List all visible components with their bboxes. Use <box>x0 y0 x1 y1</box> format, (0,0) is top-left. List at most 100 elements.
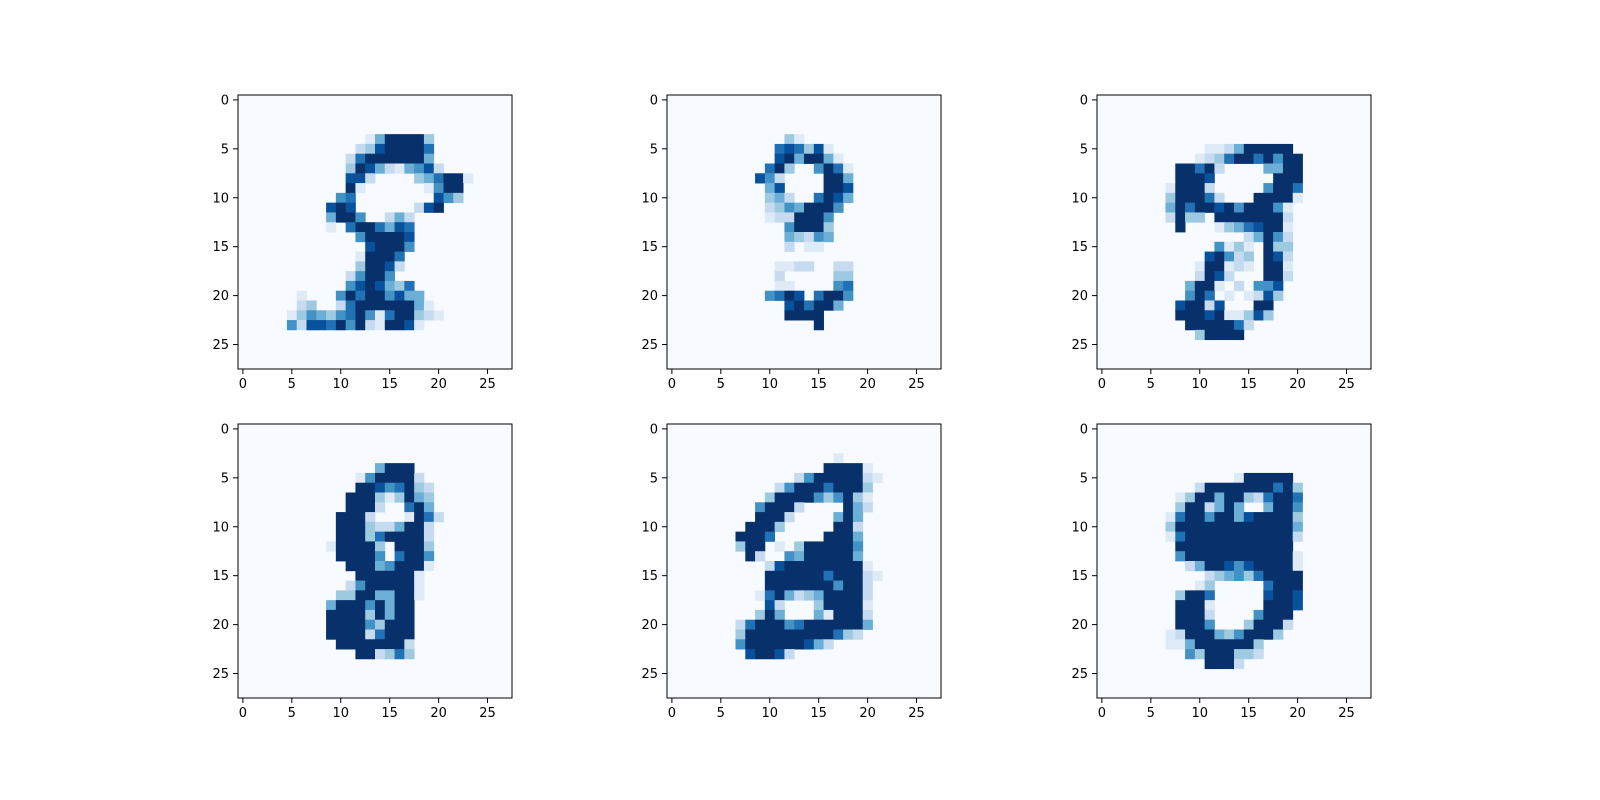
heatmap-cell <box>1234 202 1245 213</box>
heatmap-cell <box>375 649 386 660</box>
heatmap-cell <box>375 153 386 164</box>
heatmap-cell <box>745 649 756 660</box>
heatmap-cell <box>1263 609 1274 621</box>
heatmap-cell <box>1175 512 1186 523</box>
heatmap-cell <box>1194 320 1206 331</box>
heatmap-cell <box>843 280 854 292</box>
heatmap-cell <box>1253 561 1264 572</box>
heatmap-cell <box>833 609 844 621</box>
heatmap-cell <box>735 639 746 650</box>
heatmap-cell <box>804 639 815 650</box>
heatmap-cell <box>1224 212 1235 223</box>
heatmap-cell <box>404 521 415 533</box>
heatmap-cell <box>1234 561 1245 572</box>
heatmap-cell <box>345 492 356 503</box>
heatmap-cell <box>326 619 337 630</box>
heatmap-cell <box>1165 639 1176 650</box>
heatmap-cell <box>784 629 795 640</box>
x-tick-label: 10 <box>761 377 778 392</box>
heatmap-cell <box>1292 153 1303 164</box>
heatmap-cell <box>404 590 415 601</box>
heatmap-cell <box>404 561 415 572</box>
heatmap-cell <box>365 163 376 174</box>
x-tick-label: 25 <box>908 706 925 721</box>
heatmap-cell <box>833 551 844 562</box>
heatmap-cell <box>1273 541 1284 552</box>
heatmap-cell <box>433 310 444 321</box>
heatmap-cell <box>365 143 376 155</box>
heatmap-cell <box>1282 143 1294 155</box>
heatmap-cell <box>1185 163 1196 174</box>
heatmap-cell <box>1175 521 1186 533</box>
heatmap-cell <box>345 580 356 591</box>
heatmap-cell <box>375 290 386 301</box>
heatmap-cell <box>1194 290 1206 301</box>
heatmap-cell <box>1175 551 1186 562</box>
heatmap-cell <box>423 512 435 523</box>
heatmap-cell <box>365 521 376 533</box>
heatmap-cell <box>355 561 366 572</box>
heatmap-cell <box>1282 492 1294 503</box>
heatmap-cell <box>335 600 347 611</box>
heatmap-cell <box>804 619 815 630</box>
heatmap-cell <box>1282 521 1294 533</box>
heatmap-cell <box>813 192 824 204</box>
heatmap-cell <box>1243 251 1254 262</box>
heatmap-cell <box>1204 290 1215 301</box>
heatmap-cell <box>1224 241 1235 252</box>
heatmap-cell <box>1224 639 1235 650</box>
heatmap-cell <box>843 502 854 513</box>
heatmap-cell <box>1282 153 1294 164</box>
heatmap-cell <box>1243 212 1254 223</box>
heatmap-cell <box>394 482 405 493</box>
heatmap-cell <box>794 619 805 630</box>
heatmap-cell <box>784 261 795 272</box>
heatmap-cell <box>813 492 824 503</box>
heatmap-cell <box>1224 629 1235 640</box>
x-tick-label: 20 <box>430 377 447 392</box>
heatmap-cell <box>335 521 347 533</box>
heatmap-cell <box>813 212 824 223</box>
heatmap-cell <box>365 619 376 630</box>
x-tick-label: 15 <box>1240 706 1257 721</box>
heatmap-cell <box>1175 492 1186 503</box>
heatmap-cell <box>804 482 815 493</box>
heatmap-cell <box>1243 619 1254 630</box>
heatmap-cell <box>1273 492 1284 503</box>
heatmap-cell <box>423 541 435 552</box>
x-tick-label: 15 <box>1240 377 1257 392</box>
y-tick-label: 5 <box>221 142 229 157</box>
heatmap-cell <box>355 232 366 243</box>
heatmap-cell <box>852 492 864 503</box>
heatmap-cell <box>813 629 824 640</box>
heatmap-cell <box>365 153 376 164</box>
heatmap-cell <box>375 629 386 640</box>
heatmap-cell <box>394 600 405 611</box>
heatmap-cell <box>1273 580 1284 591</box>
heatmap-cell <box>375 232 386 243</box>
heatmap-cell <box>843 629 854 640</box>
heatmap-cell <box>794 232 805 243</box>
heatmap-cell <box>394 629 405 640</box>
heatmap-cell <box>296 290 307 301</box>
heatmap-cell <box>804 629 815 640</box>
heatmap-cell <box>1194 590 1206 601</box>
heatmap-cell <box>823 482 834 493</box>
heatmap-cell <box>326 320 337 331</box>
heatmap-cell <box>433 202 444 213</box>
heatmap-cell <box>375 541 386 552</box>
heatmap-cell <box>1292 163 1303 174</box>
heatmap-cell <box>384 649 395 660</box>
heatmap-cell <box>394 541 405 552</box>
heatmap-cell <box>1263 570 1274 581</box>
heatmap-cell <box>735 629 746 640</box>
y-tick-label: 5 <box>650 471 658 486</box>
heatmap-cell <box>1292 580 1303 591</box>
heatmap-cell <box>335 609 347 621</box>
heatmap-cell <box>1282 482 1294 493</box>
heatmap-cell <box>774 570 785 581</box>
heatmap-cell <box>755 521 766 533</box>
heatmap-cell <box>1214 320 1225 331</box>
x-tick-label: 5 <box>288 377 296 392</box>
heatmap-cell <box>862 619 873 630</box>
